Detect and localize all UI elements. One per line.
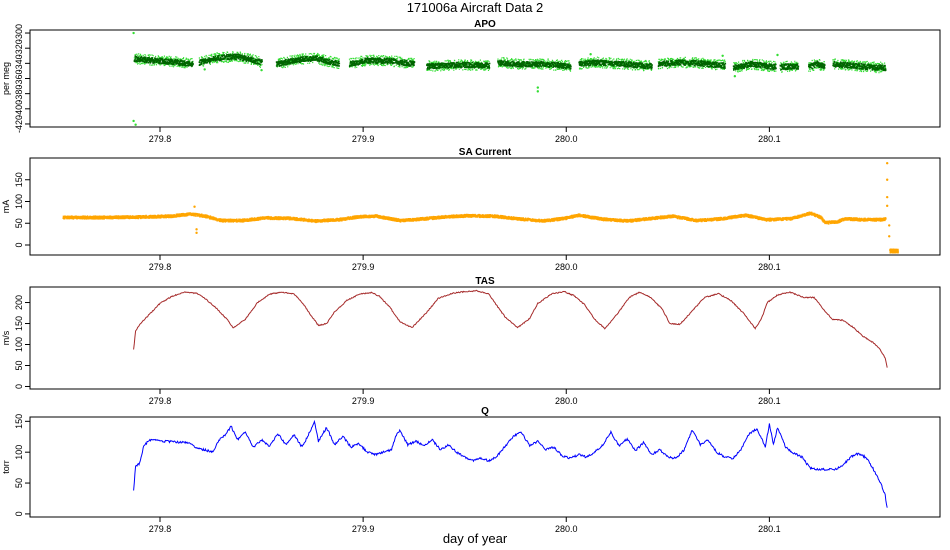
plot-frame xyxy=(29,157,941,256)
x-tick-label: 280.1 xyxy=(758,134,781,144)
y-axis-label: m/s xyxy=(1,330,11,345)
sa-current-outlier-point xyxy=(888,224,891,227)
sa-current-outlier-point xyxy=(885,195,889,199)
apo-outlier-point xyxy=(203,68,206,71)
y-tick-label: 150 xyxy=(14,414,24,429)
y-tick-label: 50 xyxy=(14,218,24,228)
y-axis-label: torr xyxy=(1,460,11,474)
y-tick-label: -320 xyxy=(14,39,24,57)
x-tick-label: 280.1 xyxy=(758,396,781,406)
panel-title: APO xyxy=(474,19,496,30)
x-tick-label: 279.9 xyxy=(352,396,375,406)
x-tick-label: 280.0 xyxy=(555,134,578,144)
plot-frame xyxy=(29,29,941,128)
x-tick-label: 279.8 xyxy=(149,396,172,406)
apo-outlier-point xyxy=(134,123,137,126)
y-tick-label: 0 xyxy=(14,511,24,516)
apo-outlier-point xyxy=(132,31,135,35)
sa-current-outlier-point xyxy=(195,228,198,231)
apo-outlier-point xyxy=(589,53,592,56)
x-tick-label: 279.8 xyxy=(149,262,172,272)
plot-frame xyxy=(29,416,941,518)
y-tick-label: -340 xyxy=(14,54,24,72)
x-tick-label: 280.0 xyxy=(555,262,578,272)
x-tick-label: 280.0 xyxy=(555,524,578,534)
y-tick-label: -400 xyxy=(14,100,24,118)
x-tick-label: 279.9 xyxy=(352,524,375,534)
x-tick-label: 279.8 xyxy=(149,134,172,144)
apo-series-points xyxy=(133,53,887,72)
y-tick-label: 200 xyxy=(14,295,24,310)
figure-xlabel: day of year xyxy=(443,531,508,546)
x-tick-label: 279.9 xyxy=(352,262,375,272)
panel-title: Q xyxy=(481,406,489,417)
y-tick-label: -360 xyxy=(14,69,24,87)
y-axis-label: mA xyxy=(1,200,11,214)
sa-current-outlier-point xyxy=(888,235,891,238)
plot-frame xyxy=(29,286,941,390)
apo-outlier-point xyxy=(733,75,737,78)
y-tick-label: 50 xyxy=(14,360,24,370)
apo-outlier-point xyxy=(721,54,724,57)
tas-series-line xyxy=(133,289,888,368)
y-tick-label: 100 xyxy=(14,445,24,460)
apo-outlier-point xyxy=(536,90,540,93)
y-tick-label: 0 xyxy=(14,242,24,247)
apo-outlier-point xyxy=(132,119,135,123)
data-marks xyxy=(132,31,887,126)
x-tick-label: 279.9 xyxy=(352,134,375,144)
figure-title: 171006a Aircraft Data 2 xyxy=(407,0,544,15)
panel-3: TAS m/s 279.8 279.9 280.0 280.1 0 50 100 150 200 xyxy=(1,276,941,406)
x-tick-label: 280.0 xyxy=(555,396,578,406)
sa-current-outlier-point xyxy=(885,162,889,165)
data-marks xyxy=(133,289,888,368)
y-tick-label: 100 xyxy=(14,194,24,209)
sa-current-outlier-point xyxy=(885,204,889,208)
apo-outlier-point xyxy=(536,86,540,89)
sa-current-outlier-point xyxy=(195,231,198,235)
y-tick-label: -380 xyxy=(14,85,24,103)
y-tick-label: 0 xyxy=(14,384,24,389)
q-series-line xyxy=(133,419,888,508)
apo-outlier-point xyxy=(776,53,779,57)
y-tick-label: -420 xyxy=(14,115,24,133)
apo-raw-points xyxy=(133,51,887,74)
apo-outlier-point xyxy=(260,68,263,72)
data-marks xyxy=(62,162,899,254)
y-tick-label: -300 xyxy=(14,24,24,42)
panel-title: SA Current xyxy=(459,147,512,158)
panel-title: TAS xyxy=(475,276,495,287)
y-tick-label: 150 xyxy=(14,316,24,331)
y-tick-label: 150 xyxy=(14,172,24,187)
sa-current-outlier-point xyxy=(193,205,196,208)
sa-current-points xyxy=(62,211,899,254)
sa-current-outlier-point xyxy=(885,178,889,181)
y-tick-label: 100 xyxy=(14,337,24,352)
y-tick-label: 50 xyxy=(14,478,24,488)
x-tick-label: 280.1 xyxy=(758,262,781,272)
y-axis-label: per meg xyxy=(1,62,11,95)
x-tick-label: 279.8 xyxy=(149,524,172,534)
x-tick-label: 280.1 xyxy=(758,524,781,534)
data-marks xyxy=(133,419,888,508)
panel-2: SA Current mA 279.8 279.9 280.0 280.1 0 50 100 15… xyxy=(1,147,941,272)
